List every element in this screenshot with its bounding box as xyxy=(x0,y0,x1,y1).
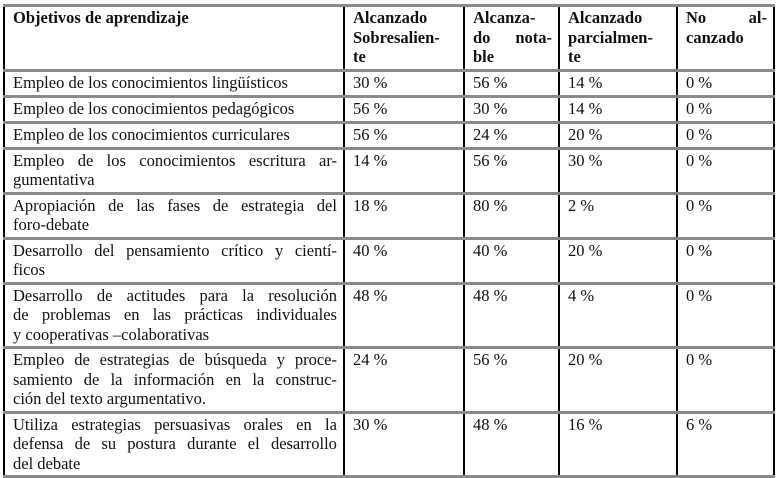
no-alcanzado-cell: 0 % xyxy=(676,346,775,414)
notable-cell: 24 % xyxy=(463,120,560,150)
objective-cell: Empleo de los conocimientos escritura ar- gum… xyxy=(3,146,345,195)
header-line: Alcanzado xyxy=(568,8,643,27)
table-row: Empleo de los conocimientos curriculares… xyxy=(3,120,775,150)
objective-line: foro-debate xyxy=(13,215,90,234)
sobresaliente-cell: 56 % xyxy=(343,120,465,150)
table-row: Apropiación de las fases de estrategia del for… xyxy=(3,191,775,240)
parcialmente-cell: 20 % xyxy=(558,236,678,285)
objective-cell: Utiliza estrategias persuasivas orales en la … xyxy=(3,410,345,478)
table-header-row: Objetivos de aprendizaje Alcanzado Sobre… xyxy=(3,4,775,72)
header-line: canzado xyxy=(686,27,744,47)
header-line: Alcanzado xyxy=(353,8,428,27)
notable-cell: 48 % xyxy=(463,281,560,349)
objective-line: gumentativa xyxy=(13,170,95,189)
parcialmente-cell: 4 % xyxy=(558,281,678,349)
table-row: Desarrollo de actitudes para la resolución de… xyxy=(3,281,775,349)
no-alcanzado-cell: 0 % xyxy=(676,191,775,240)
objective-line: ficos xyxy=(13,260,46,279)
objective-line: Utiliza estrategias persuasivas orales en la xyxy=(13,414,337,434)
sobresaliente-cell: 24 % xyxy=(343,346,465,414)
objective-line: defensa de su postura durante el desarrollo xyxy=(13,434,337,453)
objective-line: Apropiación de las fases de estrategia del xyxy=(13,195,337,215)
header-line: Sobresalien- xyxy=(353,27,440,47)
sobresaliente-cell: 30 % xyxy=(343,410,465,478)
header-line: No al- xyxy=(686,8,767,27)
parcialmente-cell: 16 % xyxy=(558,410,678,478)
table-row: Empleo de los conocimientos escritura ar- gum… xyxy=(3,146,775,195)
objective-line: de problemas en las prácticas individuales xyxy=(13,305,337,324)
header-notable: Alcanza- do nota- ble xyxy=(463,4,560,72)
notable-cell: 56 % xyxy=(463,346,560,414)
objective-cell: Empleo de los conocimientos pedagógicos xyxy=(3,94,345,124)
no-alcanzado-cell: 0 % xyxy=(676,146,775,195)
notable-cell: 30 % xyxy=(463,94,560,124)
no-alcanzado-cell: 0 % xyxy=(676,281,775,349)
sobresaliente-cell: 56 % xyxy=(343,94,465,124)
header-line: Alcanza- xyxy=(473,8,536,27)
notable-cell: 40 % xyxy=(463,236,560,285)
table-row: Empleo de estrategias de búsqueda y proce- sam… xyxy=(3,346,775,414)
no-alcanzado-cell: 0 % xyxy=(676,120,775,150)
no-alcanzado-cell: 0 % xyxy=(676,236,775,285)
objective-line: Empleo de estrategias de búsqueda y proce- xyxy=(13,350,337,369)
parcialmente-cell: 30 % xyxy=(558,146,678,195)
sobresaliente-cell: 40 % xyxy=(343,236,465,285)
header-line: do nota- xyxy=(473,27,552,47)
objective-line: Desarrollo del pensamiento crítico y cientí- xyxy=(13,240,337,260)
objective-line: ción del texto argumentativo. xyxy=(13,389,207,408)
objective-line: Empleo de los conocimientos curriculares xyxy=(13,124,290,144)
objective-line: Empleo de los conocimientos pedagógicos xyxy=(13,98,295,118)
sobresaliente-cell: 30 % xyxy=(343,68,465,98)
objective-line: samiento de la información en la construc- xyxy=(13,369,337,389)
parcialmente-cell: 2 % xyxy=(558,191,678,240)
objective-line: del debate xyxy=(13,453,81,473)
objective-cell: Empleo de estrategias de búsqueda y proce- sam… xyxy=(3,346,345,414)
header-line: te xyxy=(353,47,366,66)
table-row: Utiliza estrategias persuasivas orales en la … xyxy=(3,410,775,478)
objective-line: Empleo de los conocimientos lingüísticos xyxy=(13,72,288,92)
parcialmente-cell: 14 % xyxy=(558,94,678,124)
table-row: Empleo de los conocimientos lingüísticos… xyxy=(3,68,775,98)
sobresaliente-cell: 18 % xyxy=(343,191,465,240)
parcialmente-cell: 20 % xyxy=(558,346,678,414)
parcialmente-cell: 14 % xyxy=(558,68,678,98)
no-alcanzado-cell: 0 % xyxy=(676,94,775,124)
table-row: Desarrollo del pensamiento crítico y cientí- … xyxy=(3,236,775,285)
objective-line: Desarrollo de actitudes para la resolución xyxy=(13,285,337,305)
notable-cell: 56 % xyxy=(463,68,560,98)
header-line: parcialmen- xyxy=(568,27,653,47)
header-parcialmente: Alcanzado parcialmen- te xyxy=(558,4,678,72)
header-sobresaliente: Alcanzado Sobresalien- te xyxy=(343,4,465,72)
table-row: Empleo de los conocimientos pedagógicos … xyxy=(3,94,775,124)
header-no-alcanzado: No al- canzado xyxy=(676,4,775,72)
header-objetivos: Objetivos de aprendizaje xyxy=(3,4,345,72)
header-line: te xyxy=(568,47,581,66)
sobresaliente-cell: 14 % xyxy=(343,146,465,195)
header-text: Objetivos de aprendizaje xyxy=(13,8,189,27)
objective-line: y cooperativas –colaborativas xyxy=(13,324,210,344)
learning-objectives-table: Objetivos de aprendizaje Alcanzado Sobre… xyxy=(3,4,775,478)
objective-cell: Apropiación de las fases de estrategia del for… xyxy=(3,191,345,240)
no-alcanzado-cell: 0 % xyxy=(676,68,775,98)
notable-cell: 80 % xyxy=(463,191,560,240)
objective-cell: Desarrollo de actitudes para la resolución de… xyxy=(3,281,345,349)
parcialmente-cell: 20 % xyxy=(558,120,678,150)
objective-line: Empleo de los conocimientos escritura ar- xyxy=(13,150,337,170)
header-line: ble xyxy=(473,47,495,66)
no-alcanzado-cell: 6 % xyxy=(676,410,775,478)
sobresaliente-cell: 48 % xyxy=(343,281,465,349)
notable-cell: 48 % xyxy=(463,410,560,478)
objective-cell: Empleo de los conocimientos curriculares xyxy=(3,120,345,150)
objective-cell: Desarrollo del pensamiento crítico y cientí- … xyxy=(3,236,345,285)
notable-cell: 56 % xyxy=(463,146,560,195)
objective-cell: Empleo de los conocimientos lingüísticos xyxy=(3,68,345,98)
